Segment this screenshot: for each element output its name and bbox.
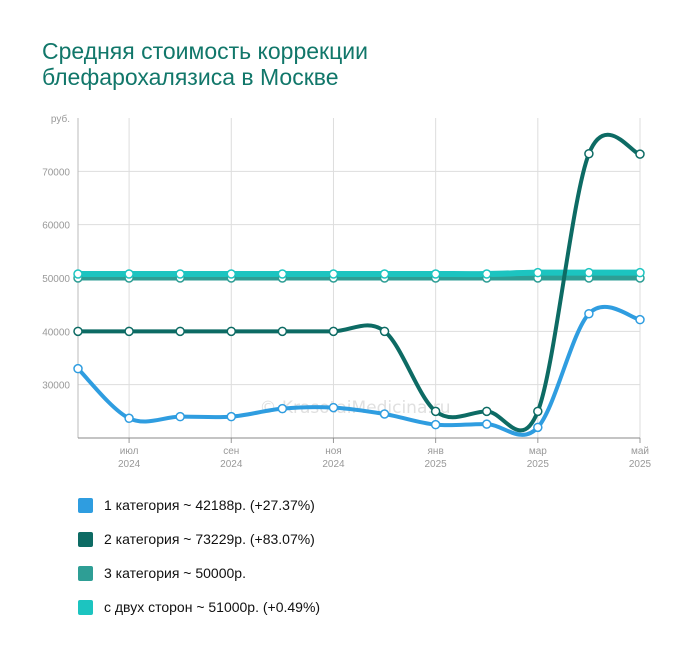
x-tick-label-month: ноя xyxy=(325,446,342,457)
data-point-s1 xyxy=(175,411,185,422)
legend-label-1: 1 категория ~ 42188р. (+27.37%) xyxy=(104,497,315,513)
series-line-4 xyxy=(75,269,643,278)
x-tick-label-year: 2025 xyxy=(629,459,652,470)
data-point-s2 xyxy=(277,326,288,337)
data-point-s2 xyxy=(175,326,185,337)
data-point-s2 xyxy=(328,326,339,337)
y-tick-label: 70000 xyxy=(42,167,70,178)
data-point-s2 xyxy=(533,406,543,417)
data-point-s1 xyxy=(328,402,339,413)
legend-label-4: с двух сторон ~ 51000р. (+0.49%) xyxy=(104,599,321,615)
x-tick-label-year: 2025 xyxy=(425,459,448,470)
legend-swatch-3 xyxy=(78,565,93,581)
data-point-s4 xyxy=(328,269,339,279)
x-tick-label-year: 2024 xyxy=(322,459,345,470)
x-tick-label-month: май xyxy=(631,446,649,457)
legend-swatch-4 xyxy=(78,599,93,615)
data-point-s4 xyxy=(430,269,441,279)
x-tick-label-year: 2024 xyxy=(118,459,141,470)
legend-label-2: 2 категория ~ 73229р. (+83.07%) xyxy=(104,531,315,547)
data-point-s2 xyxy=(584,148,594,159)
data-point-s4 xyxy=(277,269,288,279)
data-point-s1 xyxy=(481,419,492,429)
data-point-s4 xyxy=(124,269,134,279)
y-tick-label: 60000 xyxy=(42,221,70,232)
x-tick-label-month: июл xyxy=(120,446,139,457)
legend-swatch-2 xyxy=(78,531,93,547)
data-point-s4 xyxy=(73,269,83,279)
data-point-s1 xyxy=(73,363,83,374)
y-tick-label: 40000 xyxy=(42,327,70,338)
data-point-s1 xyxy=(124,413,134,424)
data-point-s1 xyxy=(584,308,594,319)
x-tick-label-month: янв xyxy=(428,446,444,457)
data-point-s2 xyxy=(635,149,645,159)
legend-label-3: 3 категория ~ 50000р. xyxy=(104,565,246,581)
data-point-s1 xyxy=(533,422,543,433)
data-point-s1 xyxy=(430,419,441,430)
legend-swatch-1 xyxy=(78,497,93,513)
axes: 30000 40000 50000 60000 70000 руб. июл 2024 сен 2… xyxy=(42,113,651,470)
data-point-s2 xyxy=(124,326,134,337)
data-point-s4 xyxy=(226,269,237,279)
data-point-s2 xyxy=(226,326,237,337)
data-point-s4 xyxy=(533,267,543,278)
legend-item-2[interactable]: 2 категория ~ 73229р. (+83.07%) xyxy=(78,522,320,556)
chart-title-line2: блефарохалязиса в Москве xyxy=(42,64,339,90)
data-point-s4 xyxy=(635,267,645,278)
data-point-s2 xyxy=(379,326,390,337)
data-point-s4 xyxy=(175,269,185,279)
data-point-s4 xyxy=(584,267,594,278)
legend: 1 категория ~ 42188р. (+27.37%) 2 катего… xyxy=(78,488,320,624)
data-point-s4 xyxy=(481,269,492,279)
y-tick-label: 30000 xyxy=(42,381,70,392)
line-chart: 30000 40000 50000 60000 70000 руб. июл 2024 сен 2… xyxy=(42,113,651,470)
x-tick-label-month: сен xyxy=(223,446,239,457)
x-tick-label-month: мар xyxy=(529,446,547,457)
legend-item-1[interactable]: 1 категория ~ 42188р. (+27.37%) xyxy=(78,488,320,522)
data-point-s1 xyxy=(226,411,237,422)
data-point-s2 xyxy=(481,406,492,417)
series-lines xyxy=(75,132,643,437)
legend-item-3[interactable]: 3 категория ~ 50000р. xyxy=(78,556,320,590)
chart-title-line1: Средняя стоимость коррекции xyxy=(42,38,368,64)
chart-title: Средняя стоимость коррекции блефарохаляз… xyxy=(42,38,642,90)
x-tick-label-year: 2025 xyxy=(527,459,550,470)
x-tick-label-year: 2024 xyxy=(220,459,243,470)
data-point-s1 xyxy=(379,409,390,419)
data-point-s1 xyxy=(635,314,645,325)
y-tick-label: 50000 xyxy=(42,274,70,285)
data-point-s2 xyxy=(73,326,83,337)
legend-item-4[interactable]: с двух сторон ~ 51000р. (+0.49%) xyxy=(78,590,320,624)
data-point-s1 xyxy=(277,403,288,414)
data-point-s4 xyxy=(379,269,390,279)
data-points xyxy=(73,148,645,433)
y-unit-label: руб. xyxy=(51,113,70,125)
data-point-s2 xyxy=(430,406,441,417)
